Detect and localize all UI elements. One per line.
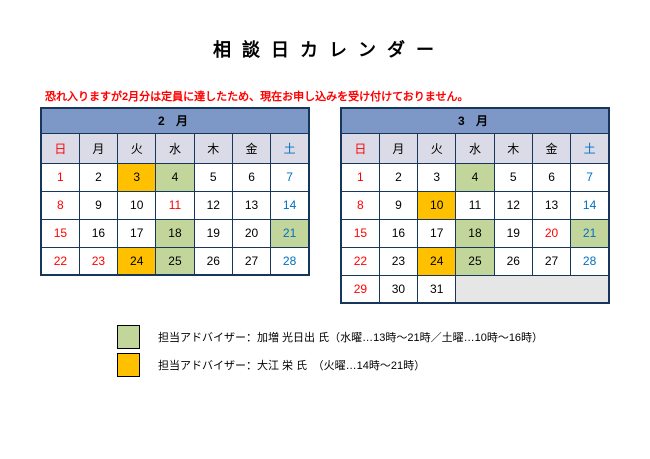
day-cell: 23 — [378, 246, 419, 276]
day-cell: 25 — [155, 246, 195, 276]
weekday-header: 金 — [231, 132, 272, 164]
legend-text: 担当アドバイザー：大江 栄 氏 （火曜…14時～21時） — [158, 360, 426, 372]
day-cell: 4 — [455, 162, 495, 192]
day-cell: 8 — [340, 190, 380, 220]
day-cell: 2 — [378, 162, 419, 192]
day-cell: 15 — [340, 218, 380, 248]
notice-text: 恐れ入りますが2月分は定員に達したため、現在お申し込みを受け付けておりません。 — [45, 91, 469, 103]
calendar-march: 3 月日月火水木金土 1 2 3 4 5 6 7 8 9 10 11 12 13 14 15 16 17 18 19 2… — [340, 107, 610, 304]
week-row: 15 16 17 18 19 20 21 — [40, 218, 310, 248]
day-cell: 8 — [40, 190, 80, 220]
day-cell: 12 — [193, 190, 233, 220]
weekday-header: 土 — [270, 132, 310, 164]
weekday-header: 月 — [378, 132, 419, 164]
day-cell: 6 — [231, 162, 272, 192]
weekday-header: 火 — [117, 132, 157, 164]
day-cell: 7 — [270, 162, 310, 192]
day-cell: 25 — [455, 246, 495, 276]
day-cell: 6 — [531, 162, 572, 192]
week-row: 29 30 31 — [340, 274, 610, 304]
weekday-header: 日 — [40, 132, 80, 164]
day-cell: 31 — [417, 274, 457, 304]
day-cell: 22 — [40, 246, 80, 276]
day-cell: 5 — [493, 162, 533, 192]
day-cell: 19 — [193, 218, 233, 248]
day-cell: 4 — [155, 162, 195, 192]
week-row: 8 9 10 11 12 13 14 — [40, 190, 310, 220]
day-cell: 19 — [493, 218, 533, 248]
day-cell: 9 — [378, 190, 419, 220]
day-cell: 26 — [193, 246, 233, 276]
day-cell: 18 — [455, 218, 495, 248]
day-cell: 28 — [570, 246, 610, 276]
day-cell: 2 — [78, 162, 119, 192]
day-cell: 3 — [417, 162, 457, 192]
day-cell: 16 — [78, 218, 119, 248]
day-cell: 24 — [117, 246, 157, 276]
day-cell: 18 — [155, 218, 195, 248]
calendar-february: 2 月日月火水木金土 1 2 3 4 5 6 7 8 9 10 11 12 13 14 15 16 17 18 19 2… — [40, 107, 310, 276]
day-cell: 20 — [231, 218, 272, 248]
day-cell: 30 — [378, 274, 419, 304]
green-legend-swatch — [117, 325, 140, 349]
week-row: 22 23 24 25 26 27 28 — [40, 246, 310, 276]
day-cell: 22 — [340, 246, 380, 276]
day-cell: 27 — [231, 246, 272, 276]
day-cell: 29 — [340, 274, 380, 304]
weekday-header: 水 — [455, 132, 495, 164]
day-cell: 13 — [531, 190, 572, 220]
day-cell: 5 — [193, 162, 233, 192]
day-cell: 11 — [455, 190, 495, 220]
day-cell: 23 — [78, 246, 119, 276]
weekday-header: 火 — [417, 132, 457, 164]
week-row: 15 16 17 18 19 20 21 — [340, 218, 610, 248]
day-cell: 26 — [493, 246, 533, 276]
day-cell: 9 — [78, 190, 119, 220]
month-header: 2 月 — [40, 107, 310, 134]
month-header: 3 月 — [340, 107, 610, 134]
day-cell: 16 — [378, 218, 419, 248]
day-cell: 21 — [270, 218, 310, 248]
legend-text: 担当アドバイザー：加増 光日出 氏（水曜…13時～21時／土曜…10時～16時） — [158, 332, 544, 344]
page-title: 相 談 日 カ レ ン ダ ー — [212, 40, 437, 60]
day-cell: 17 — [417, 218, 457, 248]
week-row: 8 9 10 11 12 13 14 — [340, 190, 610, 220]
legend-item: 担当アドバイザー：大江 栄 氏 （火曜…14時～21時） — [117, 353, 543, 377]
weekday-header: 木 — [493, 132, 533, 164]
day-cell: 21 — [570, 218, 610, 248]
day-cell: 28 — [270, 246, 310, 276]
weekday-header: 土 — [570, 132, 610, 164]
weekday-header: 木 — [193, 132, 233, 164]
day-cell: 1 — [40, 162, 80, 192]
day-cell: 10 — [117, 190, 157, 220]
day-cell: 12 — [493, 190, 533, 220]
day-cell: 14 — [570, 190, 610, 220]
day-cell: 1 — [340, 162, 380, 192]
weekday-header: 金 — [531, 132, 572, 164]
day-cell: 13 — [231, 190, 272, 220]
day-cell: 10 — [417, 190, 457, 220]
weekday-header: 水 — [155, 132, 195, 164]
day-cell: 27 — [531, 246, 572, 276]
day-cell: 14 — [270, 190, 310, 220]
day-cell: 17 — [117, 218, 157, 248]
week-row: 22 23 24 25 26 27 28 — [340, 246, 610, 276]
empty-cell — [455, 274, 610, 304]
day-cell: 3 — [117, 162, 157, 192]
day-cell: 15 — [40, 218, 80, 248]
legend-item: 担当アドバイザー：加増 光日出 氏（水曜…13時～21時／土曜…10時～16時） — [117, 325, 543, 349]
legend: 担当アドバイザー：加増 光日出 氏（水曜…13時～21時／土曜…10時～16時）… — [117, 325, 543, 377]
day-cell: 7 — [570, 162, 610, 192]
calendars-row: 2 月日月火水木金土 1 2 3 4 5 6 7 8 9 10 11 12 13 14 15 16 17 18 19 2… — [40, 107, 610, 304]
orange-legend-swatch — [117, 353, 140, 377]
day-cell: 24 — [417, 246, 457, 276]
weekday-header: 日 — [340, 132, 380, 164]
weekday-header: 月 — [78, 132, 119, 164]
day-cell: 20 — [531, 218, 572, 248]
day-cell: 11 — [155, 190, 195, 220]
